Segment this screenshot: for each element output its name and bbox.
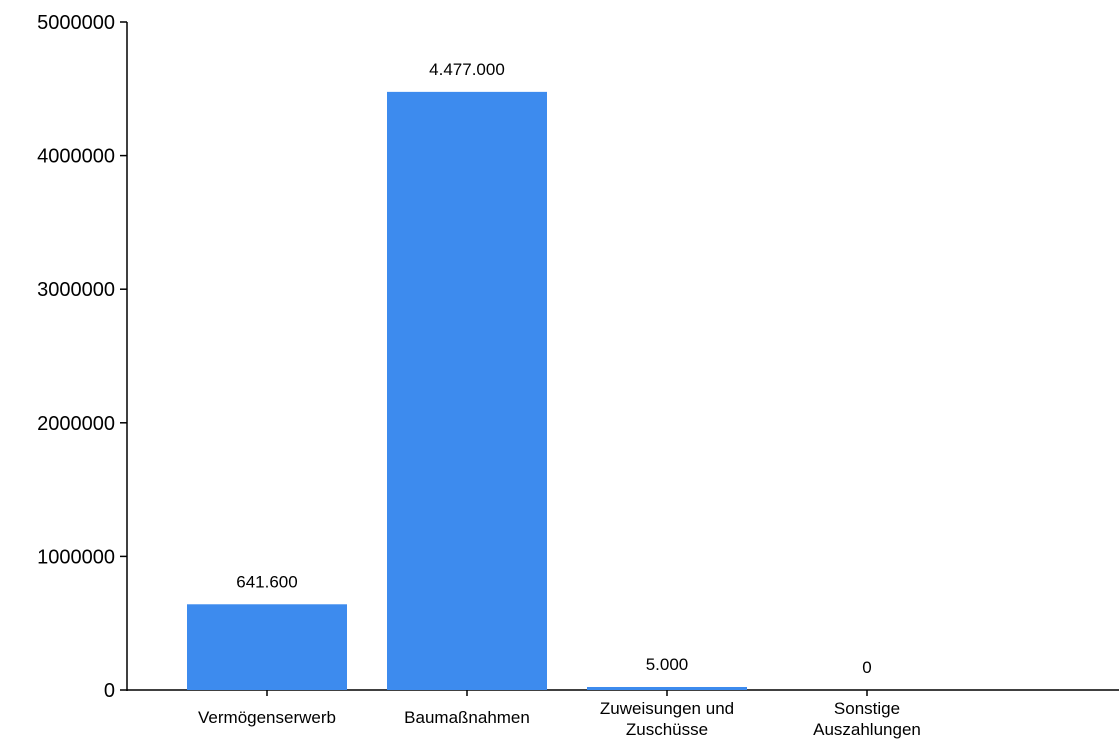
category-label-line: Sonstige	[834, 699, 900, 718]
y-tick-label: 4000000	[37, 146, 115, 168]
category-label: Zuweisungen und Zuschüsse	[600, 699, 734, 739]
data-label: 641.600	[236, 572, 297, 591]
bar	[587, 687, 747, 690]
y-tick-label: 0	[104, 680, 115, 702]
category-label-line: Auszahlungen	[813, 720, 921, 739]
data-label: 4.477.000	[429, 60, 505, 79]
category-label-line: Vermögenserwerb	[198, 708, 336, 727]
data-label: 0	[862, 658, 871, 677]
data-label: 5.000	[646, 655, 689, 674]
category-label: Vermögenserwerb	[198, 708, 336, 727]
bar	[187, 604, 347, 690]
category-labels: Vermögenserwerb Baumaßnahmen Zuweisungen u…	[198, 699, 921, 739]
bar	[387, 91, 547, 690]
x-axis	[127, 689, 1119, 696]
bars	[187, 91, 747, 690]
y-tick-label: 1000000	[37, 546, 115, 568]
category-label-line: Zuweisungen und	[600, 699, 734, 718]
category-label-line: Baumaßnahmen	[404, 708, 530, 727]
y-axis: 0 1000000 2000000 3000000 4000000 5000000	[37, 12, 128, 702]
y-tick-label: 2000000	[37, 413, 115, 435]
category-label: Sonstige Auszahlungen	[813, 699, 921, 739]
data-labels: 641.600 4.477.000 5.000 0	[236, 60, 871, 677]
y-tick-label: 5000000	[37, 12, 115, 34]
category-label-line: Zuschüsse	[626, 720, 708, 739]
category-label: Baumaßnahmen	[404, 708, 530, 727]
y-tick-label: 3000000	[37, 279, 115, 301]
